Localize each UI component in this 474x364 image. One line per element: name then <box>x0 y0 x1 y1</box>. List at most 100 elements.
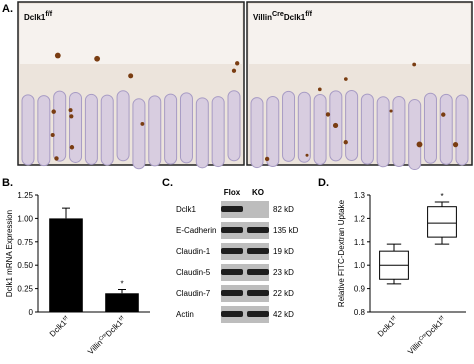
crypt <box>455 94 469 166</box>
crypt <box>282 90 296 162</box>
image-label: Dclk1f/f <box>24 10 53 22</box>
band <box>247 311 269 317</box>
band <box>221 269 243 275</box>
stained-cell <box>305 153 309 157</box>
x-tick-label-part: f/f <box>118 315 126 323</box>
x-tick-label: VillinCreDclk1f/f <box>406 315 448 357</box>
x-tick-label-part: f/f <box>390 315 398 323</box>
crypt <box>21 94 35 166</box>
blot-strip <box>221 201 269 218</box>
stained-cell <box>128 73 134 79</box>
lumen <box>249 4 470 64</box>
y-tick-label: 0.50 <box>17 261 33 270</box>
image-label-part: f/f <box>305 10 312 18</box>
stained-cell <box>69 145 75 150</box>
image-label-part: Villin <box>253 13 272 22</box>
panel-label: A. <box>2 3 13 15</box>
size-label: 23 kD <box>273 268 294 277</box>
crypt <box>211 96 225 168</box>
size-label: 82 kD <box>273 205 294 214</box>
crypt <box>148 95 162 167</box>
y-tick-label: 0.25 <box>17 285 33 294</box>
crypt <box>179 92 193 164</box>
y-tick-label: 1.1 <box>354 238 366 247</box>
blot-strip <box>221 285 269 302</box>
crypt <box>69 91 83 163</box>
crypt <box>227 90 241 162</box>
stained-cell <box>54 52 61 59</box>
band <box>247 269 269 275</box>
crypt <box>423 92 437 164</box>
blot-strip <box>221 222 269 239</box>
crypt <box>392 95 406 167</box>
crypt <box>297 91 311 163</box>
image-label-part: f/f <box>45 10 52 18</box>
y-tick-label: 1.00 <box>17 214 33 223</box>
crypt <box>266 96 280 168</box>
stained-cell <box>412 62 417 67</box>
crypt <box>100 94 114 166</box>
annotation: * <box>120 280 123 289</box>
size-label: 42 kD <box>273 310 294 319</box>
stained-cell <box>441 112 446 117</box>
panel-label: B. <box>2 177 13 189</box>
x-tick-label: VillinCreDclk1f/f <box>86 315 128 357</box>
size-label: 22 kD <box>273 289 294 298</box>
crypt <box>250 97 264 169</box>
crypt <box>376 96 390 168</box>
lumen <box>20 4 242 64</box>
stained-cell <box>317 87 322 92</box>
y-tick-label: 0 <box>29 308 34 317</box>
protein-label: Dclk1 <box>176 205 197 214</box>
size-label: 19 kD <box>273 247 294 256</box>
blot-strip <box>221 243 269 260</box>
band <box>221 290 243 296</box>
y-tick-label: 1.25 <box>17 191 33 200</box>
stained-cell <box>332 122 339 129</box>
stained-cell <box>68 108 73 113</box>
stained-cell <box>231 68 237 73</box>
x-tick-label-part: f/f <box>62 315 70 323</box>
annotation: * <box>440 192 443 201</box>
bar <box>105 293 139 312</box>
stained-cell <box>51 109 56 114</box>
image-label-part: Dclk1 <box>284 13 306 22</box>
stained-cell <box>69 114 74 119</box>
blot-strip <box>221 264 269 281</box>
x-tick-label-part: Cre <box>418 332 428 342</box>
stained-cell <box>416 141 423 148</box>
error-bar <box>118 289 126 294</box>
crypt <box>439 93 453 165</box>
panel-label: C. <box>162 177 173 189</box>
y-axis-label: Relative FITC-Dextran Uptake <box>337 199 346 307</box>
protein-label: Actin <box>176 310 194 319</box>
x-tick-label: Dclk1f/f <box>376 315 400 339</box>
image-label-part: Cre <box>272 10 284 18</box>
band <box>247 227 269 233</box>
crypt <box>37 95 51 167</box>
stained-cell <box>264 156 270 162</box>
crypt <box>408 99 422 171</box>
band <box>221 206 243 212</box>
protein-label: Claudin-1 <box>176 247 211 256</box>
lane-label: Flox <box>224 188 241 197</box>
box <box>427 206 457 238</box>
image-label: VillinCreDclk1f/f <box>253 10 313 22</box>
band <box>221 248 243 254</box>
stained-cell <box>54 156 59 161</box>
protein-label: Claudin-5 <box>176 268 211 277</box>
y-tick-label: 0.75 <box>17 238 33 247</box>
band <box>221 311 243 317</box>
x-tick-label-part: f/f <box>438 315 446 323</box>
lane-label: KO <box>252 188 264 197</box>
crypt <box>195 97 209 169</box>
y-axis-label: Dclk1 mRNA Expression <box>5 210 14 297</box>
stained-cell <box>325 112 331 117</box>
crypt <box>360 93 374 165</box>
size-label: 135 kD <box>273 226 299 235</box>
x-tick-label: Dclk1f/f <box>48 315 72 339</box>
stained-cell <box>452 142 459 148</box>
crypt <box>164 93 178 165</box>
protein-label: Claudin-7 <box>176 289 211 298</box>
